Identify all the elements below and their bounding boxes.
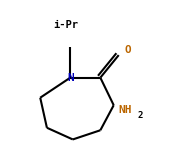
Text: i-Pr: i-Pr	[54, 20, 79, 30]
Text: N: N	[67, 73, 74, 83]
Text: O: O	[125, 45, 131, 55]
Text: NH: NH	[118, 105, 131, 115]
Text: 2: 2	[137, 111, 143, 120]
